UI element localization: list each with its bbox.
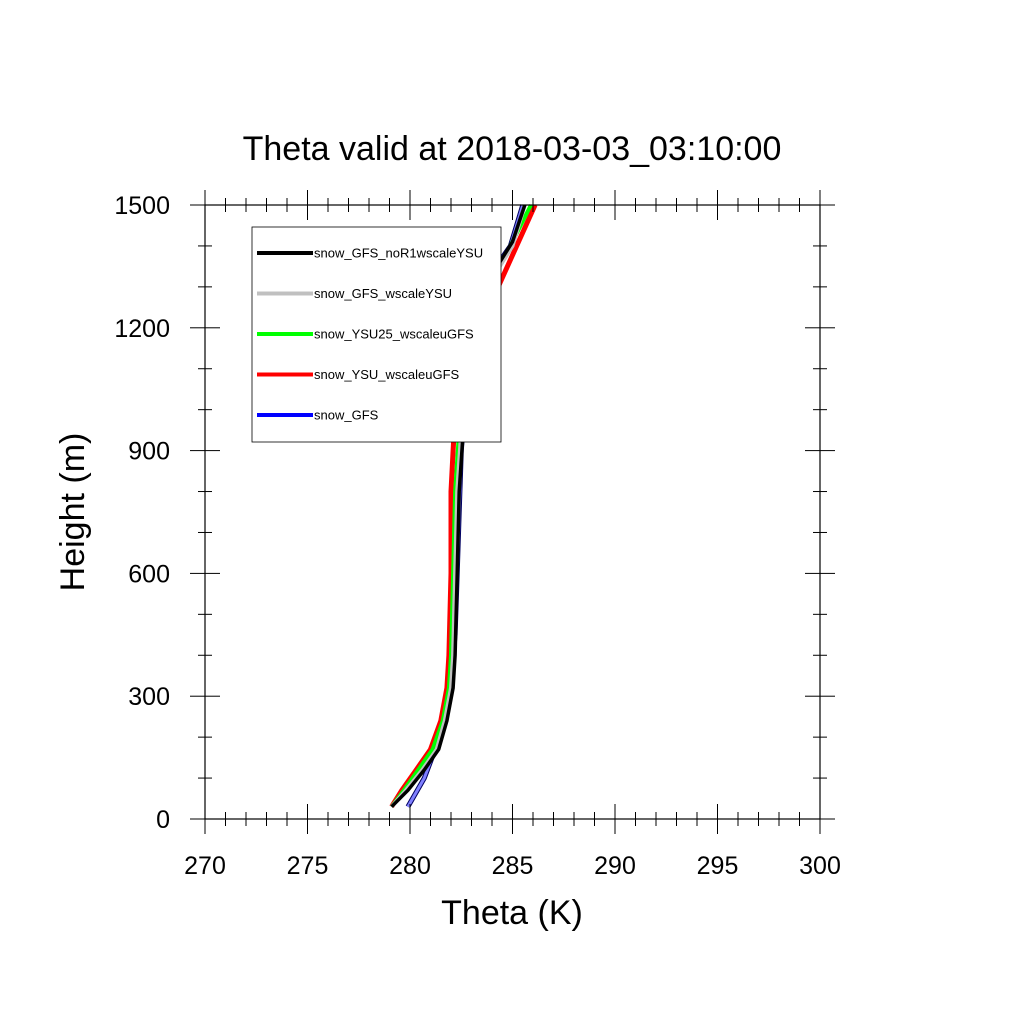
y-tick-label: 300: [128, 683, 170, 711]
legend-label: snow_GFS_wscaleYSU: [314, 286, 452, 301]
tick-labels: 270 275 280 285 290 295 300 0 300 600 900 1200 1500: [114, 192, 840, 880]
ticks-layer: [190, 190, 835, 834]
y-tick-label: 1500: [114, 192, 170, 220]
legend-label: snow_YSU25_wscaleuGFS: [314, 327, 474, 342]
y-tick-label: 900: [128, 438, 170, 466]
legend-label: snow_GFS_noR1wscaleYSU: [314, 246, 483, 261]
x-tick-label: 300: [799, 852, 841, 880]
legend-label: snow_YSU_wscaleuGFS: [314, 367, 460, 382]
x-axis-label: Theta (K): [441, 894, 583, 932]
x-tick-label: 285: [492, 852, 534, 880]
y-axis-label: Height (m): [54, 433, 92, 592]
y-tick-label: 1200: [114, 315, 170, 343]
y-tick-label: 600: [128, 560, 170, 588]
chart-title: Theta valid at 2018-03-03_03:10:00: [243, 130, 782, 168]
legend-label: snow_GFS: [314, 408, 379, 423]
x-tick-label: 280: [389, 852, 431, 880]
x-tick-label: 290: [594, 852, 636, 880]
x-tick-label: 295: [697, 852, 739, 880]
x-tick-label: 270: [184, 852, 226, 880]
x-tick-label: 275: [287, 852, 329, 880]
y-tick-label: 0: [156, 806, 170, 834]
legend: snow_GFS_noR1wscaleYSU snow_GFS_wscaleYSU…: [251, 226, 502, 443]
